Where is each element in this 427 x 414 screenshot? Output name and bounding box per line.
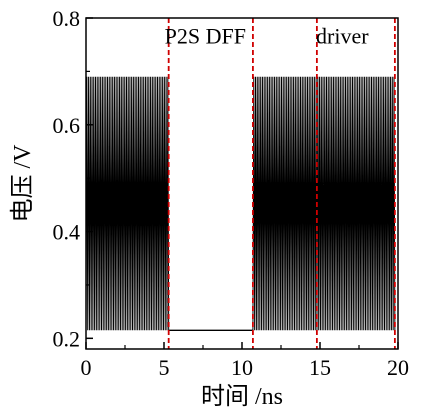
marker-layer <box>167 18 396 349</box>
annotation-label-2: driver <box>316 23 369 48</box>
x-tick-label: 20 <box>387 355 409 380</box>
signal-layer <box>85 76 396 332</box>
y-tick-label: 0.8 <box>53 6 81 31</box>
tick-layer: 0 5 10 15 20 0.2 0.4 0.6 0.8 <box>53 6 410 380</box>
y-tick-label: 0.4 <box>53 220 81 245</box>
x-tick-label: 0 <box>81 355 92 380</box>
annotation-layer: P2S DFF driver <box>165 23 370 48</box>
x-tick-label: 5 <box>159 355 170 380</box>
y-tick-label: 0.2 <box>53 326 81 351</box>
signal-segment-1 <box>85 76 170 331</box>
y-tick-label: 0.6 <box>53 113 81 138</box>
y-axis-title: 电压 /V <box>9 144 36 223</box>
x-axis-title: 时间 /ns <box>201 383 283 410</box>
x-tick-label: 15 <box>309 355 331 380</box>
signal-segment-3 <box>252 76 396 331</box>
x-tick-label: 10 <box>231 355 253 380</box>
annotation-label-1: P2S DFF <box>165 23 246 48</box>
